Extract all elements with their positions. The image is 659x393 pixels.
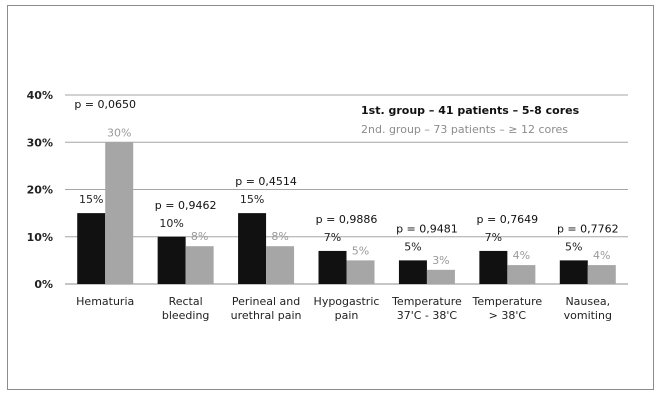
legend-series-1: 1st. group – 41 patients – 5-8 cores	[361, 104, 580, 117]
data-label-series-1: 7%	[485, 231, 502, 244]
y-tick-label: 0%	[34, 278, 53, 291]
data-label-series-2: 4%	[513, 249, 530, 262]
p-value-label: p = 0,9462	[155, 199, 217, 212]
x-tick-label: Perineal and urethral pain	[231, 295, 302, 322]
bar-series-2	[185, 246, 214, 284]
x-tick-label: Rectal bleeding	[162, 295, 210, 322]
x-tick-label: Hematuria	[76, 295, 134, 308]
x-tick-label: Nausea, vomiting	[564, 295, 612, 322]
p-value-label: p = 0,0650	[74, 98, 136, 111]
bar-series-2	[346, 260, 375, 284]
bar-series-1	[559, 260, 588, 284]
y-tick-label: 40%	[27, 89, 53, 102]
data-label-series-1: 5%	[565, 240, 582, 253]
bars	[77, 142, 616, 284]
y-tick-label: 30%	[27, 136, 53, 149]
p-value-label: p = 0,9481	[396, 222, 458, 235]
bar-series-1	[318, 250, 347, 284]
legend: 1st. group – 41 patients – 5-8 cores 2nd…	[361, 104, 580, 136]
data-label-series-2: 8%	[191, 230, 208, 243]
x-axis-labels: Hematuria Rectal bleeding Perineal and ureth…	[76, 295, 612, 322]
bar-series-2	[507, 265, 536, 284]
legend-series-2: 2nd. group – 73 patients – ≥ 12 cores	[361, 123, 568, 136]
bar-series-1	[77, 213, 106, 284]
y-axis-ticks: 0% 10% 20% 30% 40%	[27, 89, 53, 291]
data-label-series-1: 10%	[159, 217, 183, 230]
data-label-series-2: 8%	[271, 230, 288, 243]
bar-series-2	[105, 142, 134, 284]
data-label-series-1: 15%	[240, 193, 264, 206]
bar-series-2	[426, 269, 455, 284]
bar-series-1	[238, 213, 267, 284]
x-tick-label: Hypogastric pain	[314, 295, 380, 322]
p-value-label: p = 0,7649	[477, 213, 539, 226]
p-value-label: p = 0,7762	[557, 222, 619, 235]
data-label-series-2: 4%	[593, 249, 610, 262]
bar-series-1	[479, 250, 508, 284]
bar-series-2	[266, 246, 295, 284]
data-label-series-1: 5%	[404, 240, 421, 253]
p-value-annotations: p = 0,0650 p = 0,9462 p = 0,4514 p = 0,9886…	[74, 98, 618, 235]
data-label-series-1: 7%	[324, 231, 341, 244]
x-tick-label: Temperature > 38'C	[472, 295, 543, 322]
y-tick-label: 10%	[27, 231, 53, 244]
data-label-series-2: 30%	[107, 126, 131, 139]
x-tick-label: Temperature 37'C - 38'C	[391, 295, 462, 322]
data-label-series-2: 3%	[432, 254, 449, 267]
bar-series-1	[157, 236, 186, 284]
y-tick-label: 20%	[27, 184, 53, 197]
bar-series-2	[587, 265, 616, 284]
data-label-series-1: 15%	[79, 193, 103, 206]
p-value-label: p = 0,4514	[235, 175, 297, 188]
data-label-series-2: 5%	[352, 244, 369, 257]
bar-series-1	[398, 260, 427, 284]
value-labels: 15% 30% 10% 8% 15% 8% 7% 5% 5% 3% 7% 4% 5% 4%	[79, 126, 611, 267]
p-value-label: p = 0,9886	[316, 213, 378, 226]
